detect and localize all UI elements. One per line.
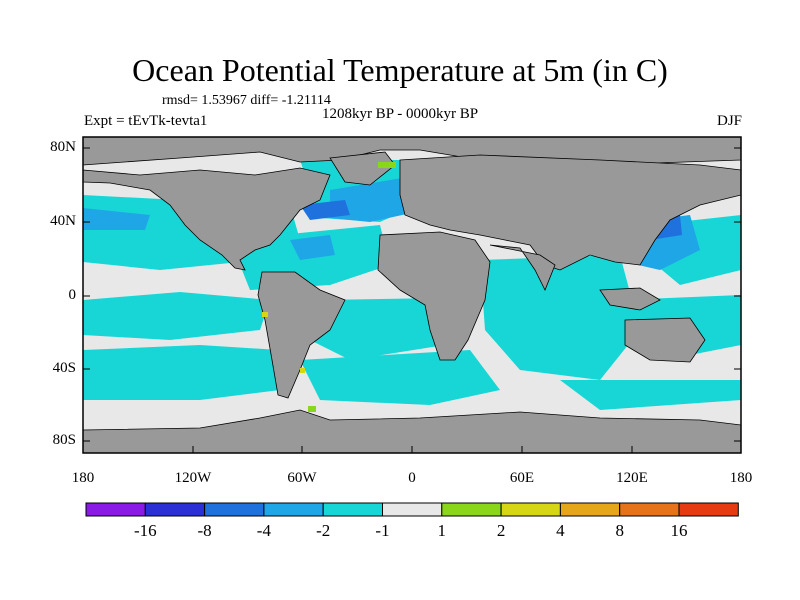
colorbar-box (382, 502, 443, 517)
lon-tick-label: 120W (174, 470, 212, 486)
land (83, 137, 741, 453)
colorbar-label: 8 (615, 521, 624, 540)
tick-marks (82, 147, 742, 453)
lat-tick-label: 80S (52, 432, 76, 448)
lon-tick-label: 180 (71, 470, 95, 486)
lat-tick-label: 80N (50, 139, 76, 155)
colorbar-box (204, 502, 265, 517)
plot-title: Ocean Potential Temperature at 5m (in C) (132, 52, 668, 88)
colorbar-box (322, 502, 384, 517)
colorbar-box (559, 502, 621, 517)
anomaly-positive (262, 162, 396, 412)
lon-tick-label: 180 (729, 470, 753, 486)
colorbar-label: -4 (256, 521, 271, 540)
lon-tick-label: 0 (408, 470, 416, 486)
colorbar-label: 2 (496, 521, 506, 540)
colorbar-box (85, 502, 146, 517)
period-label: 1208kyr BP - 0000kyr BP (321, 106, 479, 122)
lat-tick-label: 40N (50, 213, 76, 229)
colorbar-box (500, 502, 561, 517)
colorbar-box (441, 502, 502, 517)
colorbar (85, 502, 739, 517)
colorbar-label: -1 (375, 521, 390, 540)
colorbar-label: 4 (556, 521, 565, 540)
map-body (83, 137, 741, 453)
lat-tick-label: 40S (52, 360, 76, 376)
colorbar-label: -16 (133, 521, 157, 540)
colorbar-box (144, 502, 206, 517)
colorbar-label: 1 (437, 521, 447, 540)
colorbar-label: 16 (670, 521, 688, 540)
lon-tick-label: 60W (287, 470, 317, 486)
season-label: DJF (716, 113, 742, 129)
colorbar-label: -8 (197, 521, 212, 540)
lon-tick-label: 60E (509, 470, 535, 486)
colorbar-box (263, 502, 324, 517)
stats-text: rmsd= 1.53967 diff= -1.21114 (162, 93, 331, 108)
colorbar-box (678, 502, 739, 517)
colorbar-box (619, 502, 680, 517)
lat-tick-label: 0 (68, 287, 77, 303)
lon-tick-label: 120E (616, 470, 648, 486)
experiment-label: Expt = tEvTk-tevta1 (84, 113, 208, 129)
colorbar-label: -2 (316, 521, 331, 540)
